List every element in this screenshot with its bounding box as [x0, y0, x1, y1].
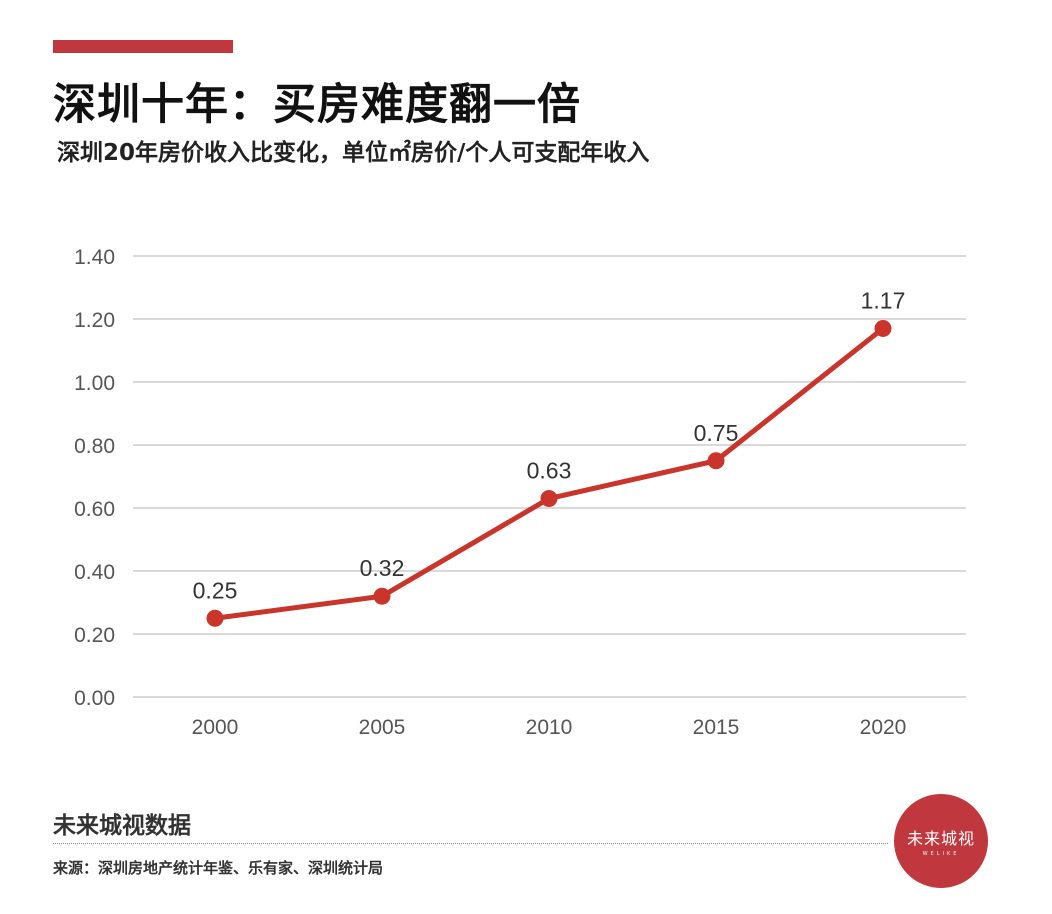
y-tick-label: 0.20	[74, 624, 115, 647]
x-tick-label: 2000	[192, 716, 239, 739]
y-tick-label: 1.00	[74, 372, 115, 395]
y-tick-label: 1.40	[74, 246, 115, 269]
y-tick-label: 0.40	[74, 561, 115, 584]
page-subtitle: 深圳20年房价收入比变化，单位㎡房价/个人可支配年收入	[57, 140, 650, 166]
y-tick-label: 0.80	[74, 435, 115, 458]
brand-logo-subtext: WELIKE	[922, 851, 960, 857]
brand-source-heading: 未来城视数据	[53, 813, 191, 839]
data-label: 0.63	[527, 458, 572, 484]
data-point	[206, 609, 224, 627]
brand-logo-text: 未来城视	[906, 829, 975, 848]
data-point	[707, 452, 725, 470]
line-chart: 0.00 0.20 0.40 0.60 0.80 1.00 1.20 1.40 2000 2005…	[74, 246, 966, 739]
data-point	[874, 319, 892, 337]
y-tick-label: 0.60	[74, 498, 115, 521]
data-label: 0.25	[193, 577, 238, 603]
title-accent-bar	[53, 40, 233, 53]
y-tick-label: 1.20	[74, 309, 115, 332]
data-point	[540, 490, 558, 508]
footer-divider	[53, 843, 888, 844]
page-title: 深圳十年：买房难度翻一倍	[53, 80, 581, 130]
x-tick-label: 2005	[359, 716, 406, 739]
data-point	[373, 587, 391, 605]
source-note: 来源：深圳房地产统计年鉴、乐有家、深圳统计局	[53, 859, 384, 877]
y-tick-label: 0.00	[74, 687, 115, 710]
data-label: 0.75	[694, 420, 739, 446]
data-label: 1.17	[861, 287, 906, 313]
x-tick-label: 2010	[526, 716, 573, 739]
x-tick-label: 2020	[860, 716, 907, 739]
x-tick-label: 2015	[693, 716, 740, 739]
brand-logo: 未来城视 WELIKE	[894, 794, 988, 888]
data-label: 0.32	[360, 555, 405, 581]
